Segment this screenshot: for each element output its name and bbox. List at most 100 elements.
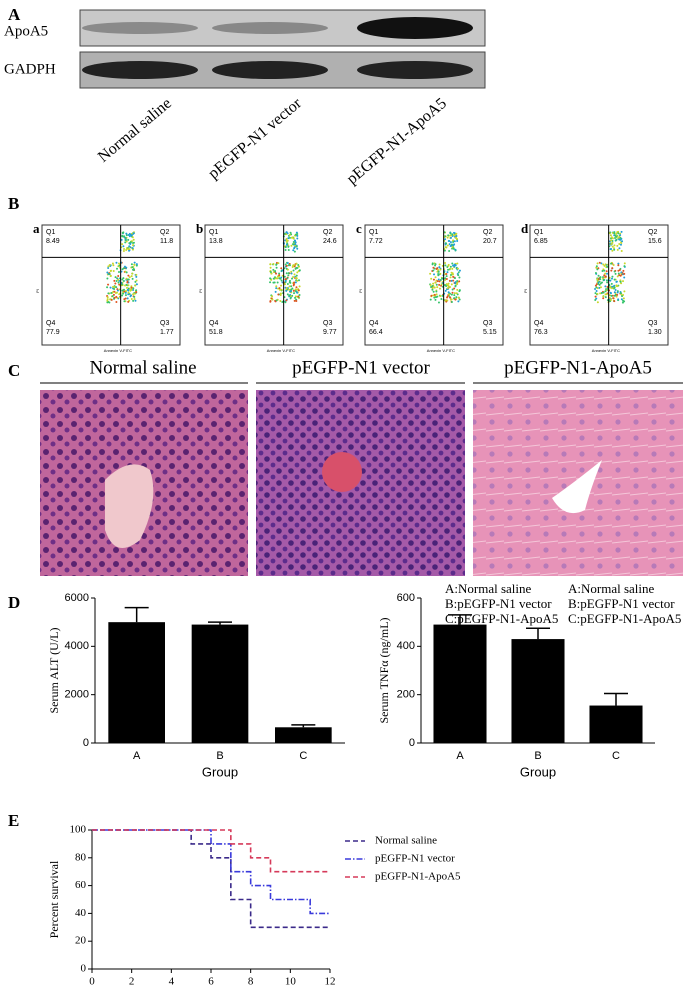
flow-dot — [616, 291, 619, 294]
annotation: B:pEGFP-N1 vector — [445, 596, 552, 611]
flow-dot — [295, 277, 298, 280]
flow-dot — [602, 297, 605, 300]
flow-dot — [434, 298, 437, 301]
flow-dot — [127, 284, 130, 287]
flow-dot — [594, 287, 597, 290]
flow-dot — [445, 278, 448, 281]
annotation: C:pEGFP-N1-ApoA5 — [445, 611, 558, 626]
flow-dot — [124, 284, 127, 287]
y-axis-label: Serum ALT (U/L) — [47, 627, 61, 713]
flow-dot — [272, 277, 275, 280]
flow-dot — [294, 243, 297, 246]
flow-dot — [286, 277, 289, 280]
flow-dot — [277, 293, 280, 296]
flow-dot — [294, 241, 297, 244]
flow-dot — [611, 275, 614, 278]
flow-dot — [616, 293, 619, 296]
image-title: Normal saline — [89, 357, 196, 378]
flow-dot — [283, 283, 286, 286]
quadrant-value: 24.6 — [323, 238, 337, 245]
flow-dot — [127, 300, 130, 303]
flow-dot — [130, 294, 133, 297]
annotation: A:Normal saline — [568, 581, 655, 596]
flow-dot — [133, 298, 136, 301]
flow-dot — [454, 298, 457, 301]
flow-dot — [438, 287, 441, 290]
flow-dot — [125, 271, 128, 274]
flow-dot — [616, 248, 619, 251]
flow-dot — [435, 283, 438, 286]
flow-dot — [106, 277, 109, 280]
flow-dot — [435, 290, 438, 293]
quadrant-value: 77.9 — [46, 329, 60, 336]
flow-dot — [292, 284, 295, 287]
flow-dot — [288, 285, 291, 288]
flow-dot — [439, 279, 442, 282]
x-tick-label: 2 — [129, 976, 135, 988]
lane-label: pEGFP-N1 vector — [205, 94, 305, 182]
flow-dot — [275, 263, 278, 266]
flow-dot — [605, 293, 608, 296]
flow-dot — [603, 274, 606, 277]
flow-dot — [269, 281, 272, 284]
flow-dot — [284, 248, 287, 251]
flow-dot — [438, 283, 441, 286]
flow-dot — [458, 276, 461, 279]
flow-dot — [454, 281, 457, 284]
flow-dot — [596, 292, 599, 295]
flow-dot — [620, 298, 623, 301]
flow-dot — [113, 287, 116, 290]
flow-dot — [434, 276, 437, 279]
flow-dot — [617, 262, 620, 265]
flow-dot — [277, 262, 280, 265]
flow-dot — [446, 244, 449, 247]
flow-dot — [443, 283, 446, 286]
flow-dot — [444, 278, 447, 281]
flow-dot — [293, 250, 296, 253]
flow-dot — [125, 240, 128, 243]
histology-panel — [40, 390, 683, 576]
flow-dot — [602, 291, 605, 294]
flow-dot — [444, 299, 447, 302]
flow-dot — [122, 288, 125, 291]
x-axis-label: Annexin V-FITC — [104, 348, 132, 353]
legend-label: pEGFP-N1-ApoA5 — [375, 871, 461, 883]
flow-dot — [115, 279, 118, 282]
flow-dot — [298, 285, 301, 288]
flow-dot — [290, 272, 293, 275]
x-tick-label: 0 — [89, 976, 95, 988]
flow-dot — [295, 274, 298, 277]
flow-dot — [115, 301, 118, 304]
flow-dot — [106, 298, 109, 301]
flow-dot — [606, 265, 609, 268]
flow-dot — [286, 243, 289, 246]
flow-dot — [296, 234, 299, 237]
flow-dot — [430, 294, 433, 297]
flow-dot — [127, 234, 130, 237]
flow-dot — [623, 262, 626, 265]
flow-dot — [619, 234, 622, 237]
flow-dot — [598, 261, 601, 264]
flow-dot — [452, 279, 455, 282]
flow-dot — [129, 243, 132, 246]
flow-dot — [450, 279, 453, 282]
flow-dot — [275, 287, 278, 290]
flow-dot — [118, 264, 121, 267]
flow-dot — [621, 240, 624, 243]
flow-dot — [614, 289, 617, 292]
flow-dot — [132, 232, 135, 235]
flow-dot — [430, 277, 433, 280]
flow-dot — [121, 231, 124, 234]
flow-dot — [445, 242, 448, 245]
flow-dot — [433, 296, 436, 299]
flow-dot — [456, 288, 459, 291]
flow-dot — [444, 277, 447, 280]
flow-dot — [296, 271, 299, 274]
flow-dot — [610, 239, 613, 242]
flow-dot — [613, 284, 616, 287]
flow-dot — [619, 243, 622, 246]
flow-dot — [269, 263, 272, 266]
flow-dot — [452, 247, 455, 250]
flow-dot — [117, 278, 120, 281]
